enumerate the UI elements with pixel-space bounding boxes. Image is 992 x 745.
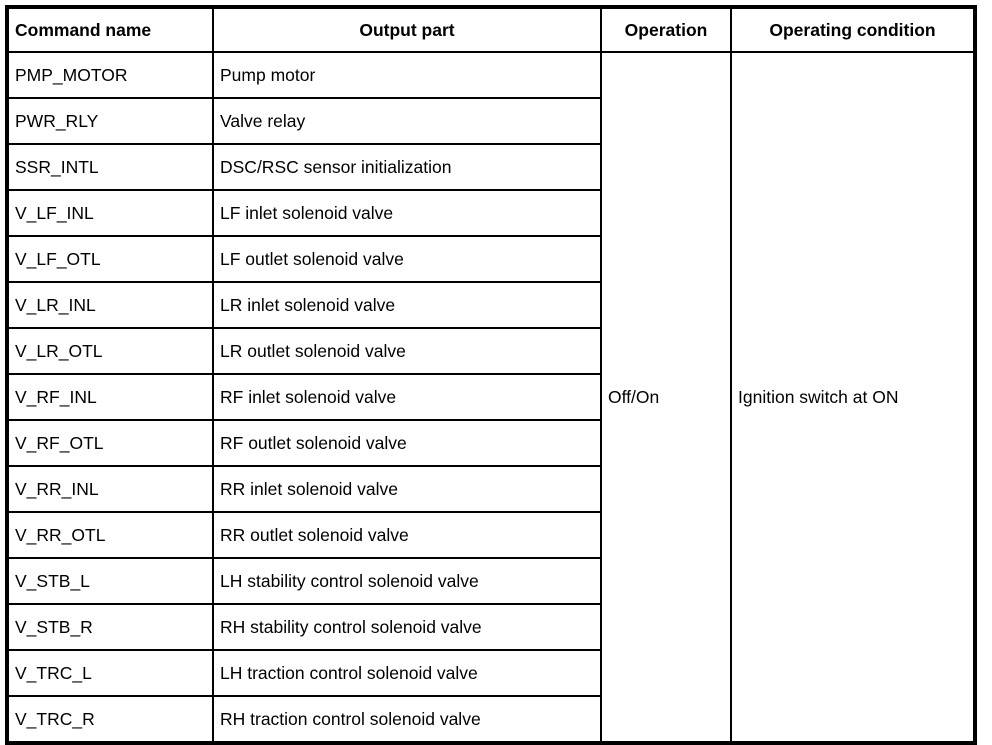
command-cell: PWR_RLY: [6, 97, 214, 145]
table-row: V_RR_INL RR inlet solenoid valve: [6, 465, 975, 513]
output-cell: RH stability control solenoid valve: [212, 603, 602, 651]
header-command-name: Command name: [6, 6, 214, 53]
operating-condition-cell: Ignition switch at ON: [730, 51, 976, 744]
table-row: SSR_INTL DSC/RSC sensor initialization: [6, 143, 975, 191]
command-cell: V_LR_INL: [6, 281, 214, 329]
table-row: V_RF_INL RF inlet solenoid valve: [6, 373, 975, 421]
command-cell: V_TRC_R: [6, 695, 214, 744]
output-cell: LR inlet solenoid valve: [212, 281, 602, 329]
output-cell: RF inlet solenoid valve: [212, 373, 602, 421]
output-cell: LH stability control solenoid valve: [212, 557, 602, 605]
output-cell: Pump motor: [212, 51, 602, 99]
command-cell: PMP_MOTOR: [6, 51, 214, 99]
table-row: V_LF_OTL LF outlet solenoid valve: [6, 235, 975, 283]
header-operating-condition: Operating condition: [730, 6, 976, 53]
output-cell: Valve relay: [212, 97, 602, 145]
table-row: PMP_MOTOR Pump motor Off/On Ignition swi…: [6, 51, 976, 744]
command-cell: V_LR_OTL: [6, 327, 214, 375]
table-row: V_LR_OTL LR outlet solenoid valve: [6, 327, 975, 375]
header-operation: Operation: [600, 6, 732, 53]
table-row: PWR_RLY Valve relay: [6, 97, 975, 145]
table-row: V_RR_OTL RR outlet solenoid valve: [6, 511, 975, 559]
output-cell: RR inlet solenoid valve: [212, 465, 602, 513]
command-table: Command name Output part Operation Opera…: [5, 5, 977, 745]
table-row: V_TRC_L LH traction control solenoid val…: [6, 649, 975, 697]
table-row: V_STB_L LH stability control solenoid va…: [6, 557, 975, 605]
command-cell: V_RR_INL: [6, 465, 214, 513]
output-cell: RF outlet solenoid valve: [212, 419, 602, 467]
command-cell: V_LF_INL: [6, 189, 214, 237]
table-row: V_STB_R RH stability control solenoid va…: [6, 603, 975, 651]
output-cell: DSC/RSC sensor initialization: [212, 143, 602, 191]
table-row: V_LR_INL LR inlet solenoid valve: [6, 281, 975, 329]
command-cell: V_STB_L: [6, 557, 214, 605]
command-cell: V_RF_OTL: [6, 419, 214, 467]
header-output-part: Output part: [212, 6, 602, 53]
command-cell: V_TRC_L: [6, 649, 214, 697]
table-row: V_LF_INL LF inlet solenoid valve: [6, 189, 975, 237]
table-row: V_RF_OTL RF outlet solenoid valve: [6, 419, 975, 467]
output-cell: LF inlet solenoid valve: [212, 189, 602, 237]
command-cell: SSR_INTL: [6, 143, 214, 191]
command-cell: V_STB_R: [6, 603, 214, 651]
output-cell: LR outlet solenoid valve: [212, 327, 602, 375]
command-cell: V_RF_INL: [6, 373, 214, 421]
page: Command name Output part Operation Opera…: [5, 5, 977, 745]
header-row: Command name Output part Operation Opera…: [6, 6, 976, 53]
output-cell: RH traction control solenoid valve: [212, 695, 602, 744]
command-cell: V_LF_OTL: [6, 235, 214, 283]
command-cell: V_RR_OTL: [6, 511, 214, 559]
output-cell: RR outlet solenoid valve: [212, 511, 602, 559]
operation-cell: Off/On: [600, 51, 732, 744]
output-cell: LF outlet solenoid valve: [212, 235, 602, 283]
output-cell: LH traction control solenoid valve: [212, 649, 602, 697]
